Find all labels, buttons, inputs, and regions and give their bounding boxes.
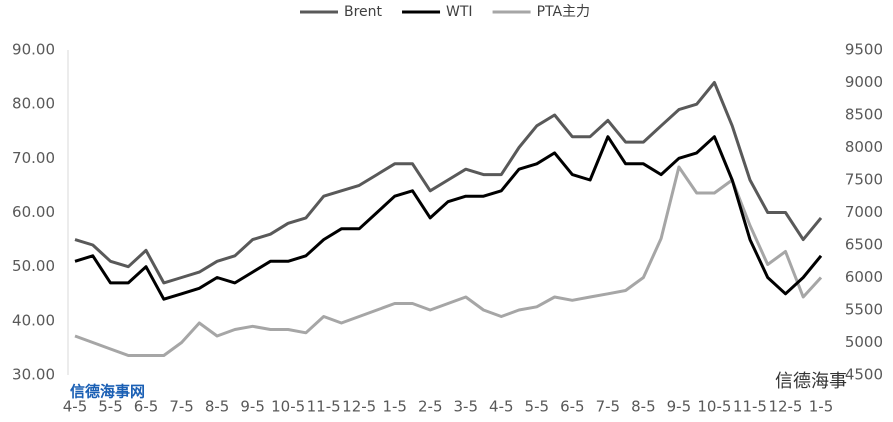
y2-tick-label: 9500 (845, 41, 883, 59)
y2-tick-label: 6500 (845, 236, 883, 254)
y-tick-label: 80.00 (12, 95, 55, 113)
y-tick-label: 40.00 (12, 311, 55, 329)
y-tick-label: 70.00 (12, 149, 55, 167)
x-tick-label: 3-5 (454, 398, 479, 416)
x-tick-label: 5-5 (525, 398, 550, 416)
y2-tick-label: 5500 (845, 301, 883, 319)
x-tick-label: 1-5 (382, 398, 407, 416)
legend-label: WTI (446, 4, 473, 20)
y-tick-label: 60.00 (12, 203, 55, 221)
series-line (74, 165, 823, 357)
y2-tick-label: 5000 (845, 333, 883, 351)
x-tick-label: 9-5 (667, 398, 692, 416)
series-line (74, 135, 823, 301)
x-tick-label: 10-5 (271, 398, 305, 416)
x-tick-label: 12-5 (768, 398, 802, 416)
x-tick-label: 7-5 (596, 398, 621, 416)
x-tick-label: 6-5 (134, 398, 159, 416)
y2-tick-label: 4500 (845, 366, 883, 384)
series-line (74, 81, 823, 285)
y2-tick-label: 9000 (845, 73, 883, 91)
x-tick-label: 4-5 (63, 398, 88, 416)
y2-tick-label: 7500 (845, 171, 883, 189)
y2-tick-label: 7000 (845, 203, 883, 221)
x-tick-label: 6-5 (560, 398, 585, 416)
logo-text: 信德海事网 (70, 383, 145, 401)
x-tick-label: 12-5 (342, 398, 376, 416)
x-tick-label: 2-5 (418, 398, 443, 416)
x-tick-label: 11-5 (307, 398, 341, 416)
legend-label: PTA主力 (537, 4, 590, 20)
y-tick-label: 30.00 (12, 366, 55, 384)
y2-tick-label: 8500 (845, 106, 883, 124)
x-tick-label: 11-5 (733, 398, 767, 416)
x-tick-label: 9-5 (240, 398, 265, 416)
legend-label: Brent (344, 4, 383, 20)
x-tick-label: 8-5 (205, 398, 230, 416)
y2-tick-label: 6000 (845, 268, 883, 286)
x-tick-label: 10-5 (697, 398, 731, 416)
y2-tick-label: 8000 (845, 138, 883, 156)
y-tick-label: 90.00 (12, 41, 55, 59)
watermark: 信德海事 (775, 371, 847, 392)
y-tick-label: 50.00 (12, 257, 55, 275)
x-tick-label: 7-5 (169, 398, 194, 416)
x-tick-label: 1-5 (809, 398, 834, 416)
x-tick-label: 5-5 (98, 398, 123, 416)
x-tick-label: 8-5 (631, 398, 656, 416)
x-tick-label: 4-5 (489, 398, 514, 416)
